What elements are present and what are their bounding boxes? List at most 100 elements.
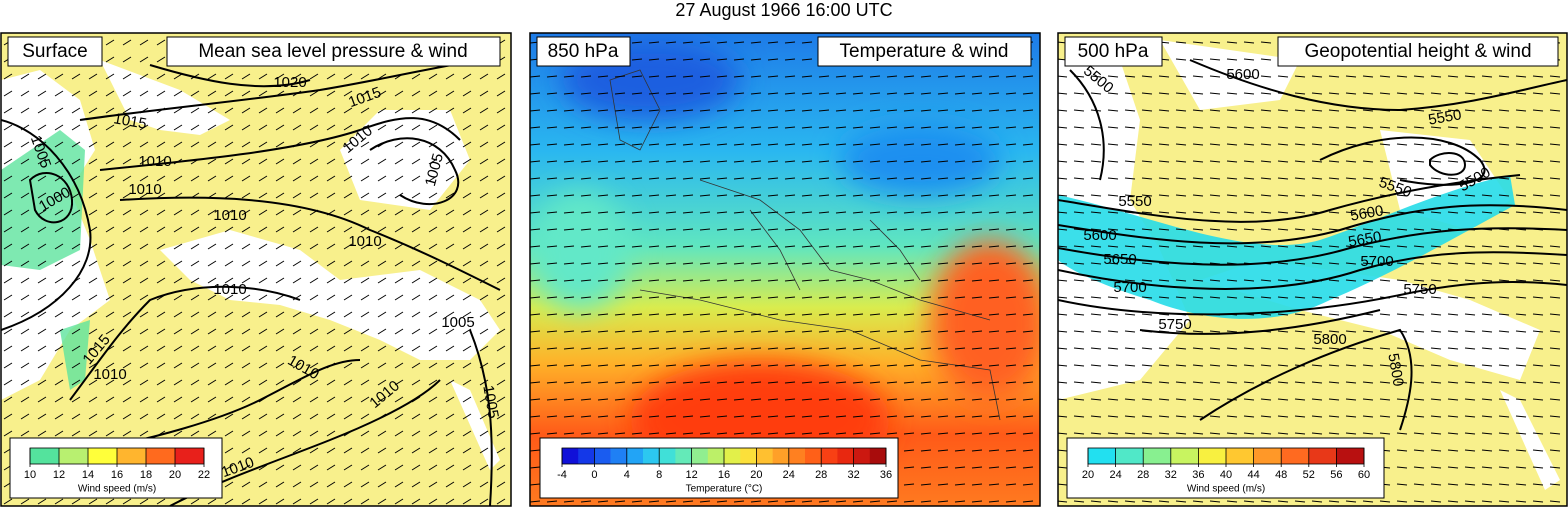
colorbar-bin xyxy=(675,448,692,464)
colorbar-tick-label: 12 xyxy=(685,469,697,481)
colorbar-bin xyxy=(740,448,757,464)
colorbar-tick-label: 20 xyxy=(1082,469,1094,481)
panel-field: Mean sea level pressure & wind xyxy=(198,41,467,62)
colorbar-tick-label: -4 xyxy=(557,469,567,481)
contour-label: 5750 xyxy=(1158,316,1191,333)
colorbar-tick-label: 48 xyxy=(1275,469,1287,481)
colorbar-bin xyxy=(562,448,579,464)
colorbar-bin xyxy=(724,448,741,464)
colorbar-bin xyxy=(117,448,147,464)
colorbar-bin xyxy=(691,448,709,464)
colorbar-bin xyxy=(626,448,644,464)
colorbar-tick-label: 18 xyxy=(140,469,152,481)
map-panel xyxy=(1,33,511,506)
colorbar-bin xyxy=(578,448,595,464)
colorbar-bin xyxy=(1170,448,1199,464)
contour-label: 1005 xyxy=(479,384,502,420)
panel-field: Temperature & wind xyxy=(840,41,1009,62)
colorbar-tick-label: 8 xyxy=(656,469,662,481)
colorbar-bin xyxy=(1088,448,1116,464)
panel-level: 500 hPa xyxy=(1078,41,1149,62)
contour-label: 5750 xyxy=(1403,281,1436,298)
contour-label: 5700 xyxy=(1360,253,1393,270)
colorbar-tick-label: 16 xyxy=(111,469,123,481)
colorbar-bin xyxy=(610,448,628,464)
contour-label: 5800 xyxy=(1313,331,1346,348)
contour-label: 1010 xyxy=(213,207,246,224)
colorbar-bin xyxy=(1281,448,1310,464)
contour-label: 5600 xyxy=(1083,227,1116,244)
colorbar-tick-label: 28 xyxy=(815,469,827,481)
panel-level: Surface xyxy=(22,41,87,62)
colorbar-bin xyxy=(756,448,773,464)
colorbar-bin xyxy=(772,448,790,464)
colorbar-bin xyxy=(1308,448,1337,464)
colorbar-bin xyxy=(59,448,89,464)
colorbar-tick-label: 36 xyxy=(1192,469,1204,481)
colorbar-tick-label: 32 xyxy=(847,469,859,481)
colorbar-tick-label: 16 xyxy=(718,469,730,481)
colorbar-tick-label: 22 xyxy=(198,469,210,481)
colorbar-bin xyxy=(853,448,871,464)
colorbar-bin xyxy=(788,448,806,464)
colorbar-bin xyxy=(146,448,176,464)
colorbar-bin xyxy=(1226,448,1254,464)
contour-label: 5550 xyxy=(1427,106,1463,129)
contour-label: 1010 xyxy=(348,233,381,250)
contour-label: 1010 xyxy=(93,366,126,383)
contour-label: 5550 xyxy=(1118,193,1151,210)
colorbar-tick-label: 24 xyxy=(1109,469,1121,481)
contour-label: 5800 xyxy=(1384,352,1407,388)
colorbar-label: Wind speed (m/s) xyxy=(78,484,156,495)
colorbar-bin xyxy=(594,448,611,464)
colorbar-tick-label: 60 xyxy=(1358,469,1370,481)
colorbar-bin xyxy=(1336,448,1365,464)
contour-label: 1010 xyxy=(138,153,171,170)
colorbar-bin xyxy=(869,448,887,464)
contour-label: 5650 xyxy=(1103,251,1136,268)
contour-label: 1010 xyxy=(128,181,161,198)
colorbar-tick-label: 56 xyxy=(1330,469,1342,481)
contour-label: 5600 xyxy=(1349,202,1385,225)
colorbar-tick-label: 12 xyxy=(53,469,65,481)
colorbar-bin xyxy=(1143,448,1172,464)
colorbar-bin xyxy=(1198,448,1227,464)
colorbar-tick-label: 10 xyxy=(24,469,36,481)
colorbar-bin xyxy=(805,448,822,464)
colorbar-bin xyxy=(707,448,725,464)
contour-label: 1020 xyxy=(273,74,306,91)
colorbar-tick-label: 20 xyxy=(750,469,762,481)
panel-field: Geopotential height & wind xyxy=(1304,41,1531,62)
colorbar-label: Wind speed (m/s) xyxy=(1187,484,1265,495)
colorbar-tick-label: 40 xyxy=(1220,469,1232,481)
colorbar-bin xyxy=(1115,448,1144,464)
colorbar-tick-label: 36 xyxy=(880,469,892,481)
colorbar-tick-label: 28 xyxy=(1137,469,1149,481)
map-panel xyxy=(530,33,1040,506)
contour-label: 5700 xyxy=(1113,279,1146,296)
contour-label: 1010 xyxy=(213,281,246,298)
colorbar-label: Temperature (°C) xyxy=(686,484,763,495)
colorbar-bin xyxy=(821,448,838,464)
colorbar-tick-label: 20 xyxy=(169,469,181,481)
colorbar-bin xyxy=(30,448,60,464)
colorbar-bin xyxy=(659,448,676,464)
colorbar-tick-label: 44 xyxy=(1247,469,1259,481)
map-panel xyxy=(1058,33,1567,506)
figure-title: 27 August 1966 16:00 UTC xyxy=(675,0,892,20)
contour-label: 5600 xyxy=(1226,66,1259,83)
colorbar-bin xyxy=(175,448,205,464)
contour-label: 1005 xyxy=(441,314,474,331)
contour-label: 5650 xyxy=(1347,228,1383,251)
contour-label: 1015 xyxy=(112,110,148,133)
colorbar-bin xyxy=(1253,448,1282,464)
colorbar-bin xyxy=(837,448,854,464)
panel-level: 850 hPa xyxy=(548,41,619,62)
colorbar-tick-label: 52 xyxy=(1303,469,1315,481)
colorbar-tick-label: 24 xyxy=(783,469,795,481)
colorbar-tick-label: 32 xyxy=(1165,469,1177,481)
colorbar-tick-label: 14 xyxy=(82,469,94,481)
colorbar-tick-label: 4 xyxy=(624,469,630,481)
